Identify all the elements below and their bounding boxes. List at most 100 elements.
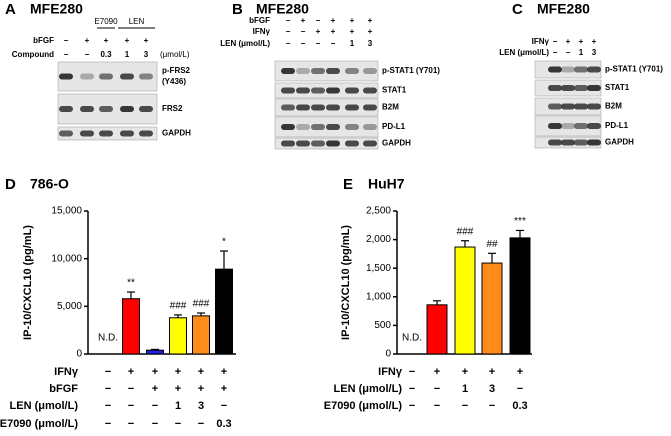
row-value: − <box>286 16 291 25</box>
row-value: 1 <box>579 48 584 57</box>
bar <box>122 298 140 355</box>
condition-value: − <box>221 400 227 412</box>
blot-band <box>587 123 601 129</box>
condition-value: − <box>105 418 111 430</box>
condition-value: − <box>409 383 415 395</box>
condition-value: 0.3 <box>512 400 527 412</box>
band-label: B2M <box>605 102 622 111</box>
row-value: − <box>331 39 336 48</box>
blot-band <box>80 106 94 112</box>
blot-band <box>326 124 340 130</box>
panel-letter: E <box>343 176 353 193</box>
condition-value: + <box>198 366 204 378</box>
blot-band <box>281 68 295 74</box>
row-value: − <box>553 48 558 57</box>
annotation: ## <box>486 239 498 250</box>
band-label: PD-L1 <box>382 122 406 131</box>
blot-band <box>281 87 295 94</box>
band-label: p-STAT1 (Y701) <box>605 65 663 74</box>
condition-value: − <box>434 400 440 412</box>
condition-value: 3 <box>198 400 204 412</box>
condition-value: + <box>152 383 158 395</box>
panel-title: MFE280 <box>30 1 83 17</box>
blot-band <box>59 130 73 137</box>
y-tick-label: 1,500 <box>366 263 391 274</box>
y-tick-label: 15,000 <box>51 206 82 217</box>
row-value: − <box>316 16 321 25</box>
condition-value: − <box>434 383 440 395</box>
band-label: PD-L1 <box>605 121 629 130</box>
blot-band <box>80 73 94 80</box>
blot-band <box>59 73 73 80</box>
blot-band <box>574 139 588 146</box>
blot-band <box>80 130 94 137</box>
row-value: 1 <box>350 39 355 48</box>
blot-band <box>548 85 562 91</box>
blot-band <box>326 87 340 94</box>
condition-value: 1 <box>462 383 468 395</box>
blot-band <box>574 85 588 91</box>
y-tick-label: 2,500 <box>366 206 391 217</box>
condition-label: LEN (μmol/L) <box>10 400 79 412</box>
y-axis-label: IP-10/CXCL10 (pg/mL) <box>22 225 34 340</box>
condition-value: + <box>152 366 158 378</box>
y-tick-label: 10,000 <box>51 253 82 264</box>
bar <box>481 262 503 355</box>
row-value: − <box>566 48 571 57</box>
annotation: ### <box>457 226 474 237</box>
blot-band <box>120 106 134 112</box>
condition-label: IFNγ <box>54 366 79 378</box>
chart-title: HuH7 <box>368 176 405 192</box>
blot-band <box>587 85 601 91</box>
row-value: − <box>286 27 291 36</box>
condition-value: + <box>517 366 523 378</box>
row-value: + <box>592 37 597 46</box>
condition-value: + <box>175 366 181 378</box>
blot-band <box>548 139 562 146</box>
row-value: + <box>301 16 306 25</box>
blot-band <box>326 68 340 74</box>
blot-band <box>345 140 359 147</box>
blot-band <box>311 68 325 74</box>
blot-band <box>548 66 562 73</box>
condition-value: − <box>409 366 415 378</box>
blot-band <box>281 124 295 130</box>
row-label: bFGF <box>249 16 270 25</box>
row-value: + <box>331 16 336 25</box>
condition-value: − <box>105 400 111 412</box>
bar <box>215 268 233 355</box>
annotation: ** <box>127 278 135 289</box>
row-value: + <box>316 27 321 36</box>
blot-band <box>561 66 575 73</box>
blot-band <box>311 104 325 111</box>
condition-value: − <box>489 400 495 412</box>
blot-band <box>296 87 310 94</box>
group-label: LEN <box>129 17 145 26</box>
row-value: + <box>125 36 130 45</box>
blot-band <box>363 104 377 111</box>
row-value: + <box>350 27 355 36</box>
condition-value: + <box>198 383 204 395</box>
condition-value: − <box>128 383 134 395</box>
y-tick-label: 5,000 <box>57 301 82 312</box>
blot-band <box>296 140 310 147</box>
condition-value: + <box>175 383 181 395</box>
condition-label: IFNγ <box>378 366 403 378</box>
row-value: + <box>331 27 336 36</box>
band-label: GAPDH <box>382 139 411 148</box>
band-label: FRS2 <box>162 104 183 113</box>
blot-band <box>120 73 134 80</box>
row-value: − <box>286 39 291 48</box>
blot-band <box>561 103 575 110</box>
blot-band <box>345 124 359 130</box>
blot-band <box>311 140 325 147</box>
condition-value: 0.3 <box>216 418 231 430</box>
condition-label: LEN (μmol/L) <box>334 383 403 395</box>
blot-band <box>561 123 575 129</box>
blot-band <box>311 124 325 130</box>
row-value: − <box>64 36 69 45</box>
blot-band <box>139 130 153 137</box>
panel-letter: B <box>232 1 243 18</box>
row-label: LEN (μmol/L) <box>220 39 270 48</box>
blot-band <box>587 103 601 110</box>
